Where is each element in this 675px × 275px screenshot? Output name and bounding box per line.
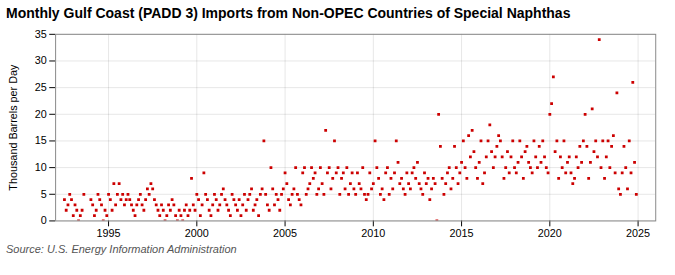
svg-text:1995: 1995 — [97, 227, 121, 239]
svg-text:2015: 2015 — [450, 227, 474, 239]
svg-text:2010: 2010 — [361, 227, 385, 239]
svg-text:20: 20 — [35, 108, 47, 120]
svg-text:2000: 2000 — [185, 227, 209, 239]
svg-text:5: 5 — [41, 188, 47, 200]
svg-text:0: 0 — [41, 214, 47, 226]
svg-text:30: 30 — [35, 54, 47, 66]
svg-text:10: 10 — [35, 161, 47, 173]
svg-text:2020: 2020 — [538, 227, 562, 239]
svg-text:35: 35 — [35, 28, 47, 40]
svg-text:Thousand Barrels per Day: Thousand Barrels per Day — [7, 64, 19, 191]
html-text:Monthly Gulf Coast (PADD 3) Im: Monthly Gulf Coast (PADD 3) Imports from… — [6, 5, 571, 21]
svg-text:25: 25 — [35, 81, 47, 93]
svg-text:15: 15 — [35, 134, 47, 146]
svg-text:2025: 2025 — [626, 227, 650, 239]
html-text:Source: U.S. Energy Informatio: Source: U.S. Energy Information Administ… — [6, 243, 237, 255]
svg-text:2005: 2005 — [273, 227, 297, 239]
